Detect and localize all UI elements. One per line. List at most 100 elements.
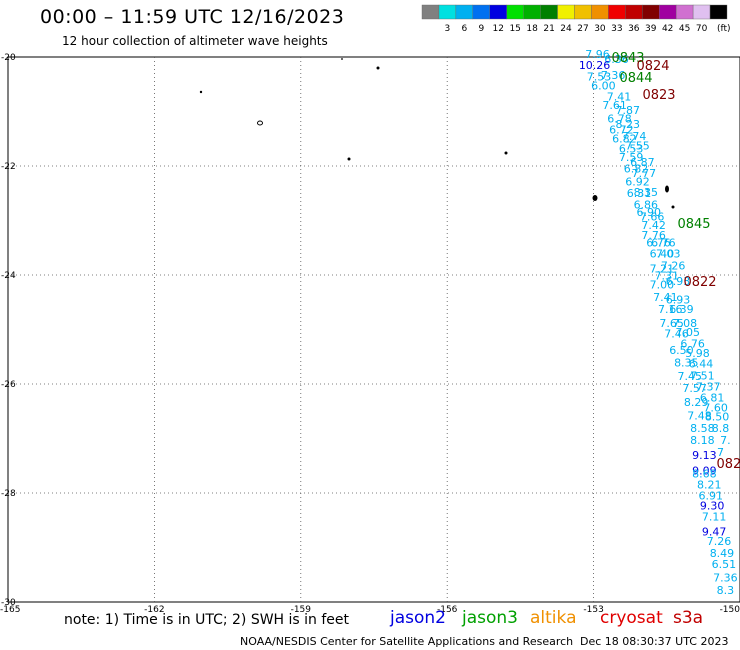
lon-tick-label: -150 [720, 605, 740, 615]
lon-tick-label: -153 [583, 605, 603, 615]
swh-value: 6.39 [669, 303, 694, 316]
lat-tick-label: -22 [1, 162, 16, 172]
swh-value: 9.30 [700, 499, 725, 512]
swh-value: 7.53 [587, 70, 612, 83]
swh-value: 8.21 [697, 479, 722, 492]
swh-value: 7.00 [650, 279, 675, 292]
swh-value: 7.55 [625, 140, 650, 153]
colorbar-swatch [574, 4, 592, 20]
swh-value: 6.76 [680, 337, 705, 350]
swh-value: 8.23 [616, 118, 641, 131]
swh-value: 8.49 [710, 547, 735, 560]
swh-value: 7.11 [702, 510, 727, 523]
satellite-s3a: s3a [673, 608, 704, 628]
colorbar-swatch [591, 4, 609, 20]
swh-value: 6.78 [607, 112, 632, 125]
swh-value: 6.51 [712, 558, 737, 571]
lat-tick-label: -26 [1, 380, 16, 390]
swh-value: 8.29 [684, 396, 709, 409]
swh-value: 7.51 [690, 370, 715, 383]
swh-value: 7.45 [677, 370, 702, 383]
swh-value: 6.92 [625, 176, 650, 189]
swh-value: 6.53 [619, 142, 644, 155]
colorbar-tick-label: 30 [594, 24, 606, 34]
swh-value: 7.08 [673, 317, 698, 330]
footnote: note: 1) Time is in UTC; 2) SWH is in fe… [64, 612, 350, 628]
swh-value: 8.68 [692, 468, 717, 481]
lat-tick-label: -30 [1, 598, 16, 608]
colorbar-swatch [506, 4, 524, 20]
colorbar-tick-label: 15 [509, 24, 520, 34]
colorbar-swatch [540, 4, 558, 20]
swh-value: 7.76 [641, 229, 666, 242]
colorbar-swatch [489, 4, 507, 20]
colorbar-swatch [523, 4, 541, 20]
swh-value: 7.26 [661, 260, 686, 273]
swh-value: 6.76 [646, 237, 671, 250]
pass-time-label: 0824 [636, 59, 669, 74]
swh-value: 7. [720, 434, 731, 447]
colorbar-tick-label: 42 [662, 24, 673, 34]
colorbar-tick-label: 6 [461, 24, 467, 34]
swh-value: 7.03 [656, 248, 681, 261]
credit-line: NOAA/NESDIS Center for Satellite Applica… [240, 635, 574, 648]
swh-value: 6.81 [700, 391, 725, 404]
pass-time-label: 0844 [619, 71, 652, 86]
pass-time-label: 0821 [716, 457, 740, 472]
swh-value: 8.3 [717, 584, 735, 597]
colorbar-unit: (ft) [717, 24, 731, 34]
island-dot [341, 58, 343, 60]
colorbar-tick-label: 27 [577, 24, 588, 34]
colorbar-swatch [709, 4, 728, 20]
colorbar-swatch [472, 4, 490, 20]
colorbar-swatch [455, 4, 474, 20]
colorbar-tick-label: 39 [645, 24, 657, 34]
lon-tick-label: -156 [437, 605, 458, 615]
lat-tick-label: -24 [1, 271, 16, 281]
altimeter-track: 7.966.3610.267.537.366.007.417.617.876.7… [579, 48, 738, 597]
swh-value: 8.50 [705, 411, 730, 424]
colorbar-tick-label: 36 [628, 24, 640, 34]
colorbar-tick-label: 45 [679, 24, 690, 34]
swh-value: 7.41 [653, 291, 678, 304]
colorbar-swatch [625, 4, 643, 20]
island-dot [347, 157, 351, 161]
swh-value: 10.26 [579, 59, 611, 72]
map-title: 00:00 – 11:59 UTC 12/16/2023 [40, 6, 345, 28]
swh-value: 6.91 [698, 490, 723, 503]
swh-value: 6.72 [609, 123, 634, 136]
colorbar-swatch [557, 4, 575, 20]
swh-value: 6.40 [650, 248, 675, 261]
swh-value: 8.18 [690, 434, 715, 447]
island-outline [257, 120, 263, 126]
swh-value: 7.60 [703, 401, 728, 414]
colorbar-swatch [659, 4, 677, 20]
swh-value: 6.87 [630, 156, 655, 169]
swh-value: 6.82 [624, 163, 649, 176]
swh-value: 6.93 [666, 275, 691, 288]
island-outline [592, 195, 598, 201]
swh-value: 8.35 [674, 357, 699, 370]
colorbar-swatch [438, 4, 457, 20]
swh-value: 7.42 [641, 219, 666, 232]
lat-tick-label: -28 [1, 489, 16, 499]
colorbar-tick-label: 9 [478, 24, 484, 34]
swh-value: 6.00 [591, 80, 616, 93]
colorbar-tick-label: 21 [543, 24, 554, 34]
island-dot [199, 90, 203, 94]
colorbar-swatch [675, 4, 694, 20]
swh-value: 7.41 [607, 91, 632, 104]
lon-tick-label: -165 [0, 605, 20, 615]
lon-tick-label: -162 [144, 605, 164, 615]
swh-value: 7.26 [707, 535, 732, 548]
colorbar-swatch [642, 4, 660, 20]
swh-value: 7.77 [632, 167, 657, 180]
pass-time-label: 0843 [611, 51, 644, 66]
swh-value: 7.46 [664, 328, 689, 341]
lon-tick-label: -159 [291, 605, 312, 615]
swh-value: 6.36 [604, 53, 629, 66]
swh-value: 7.36 [713, 571, 738, 584]
swh-value: 7.36 [601, 69, 626, 82]
colorbar-swatch [608, 4, 626, 20]
